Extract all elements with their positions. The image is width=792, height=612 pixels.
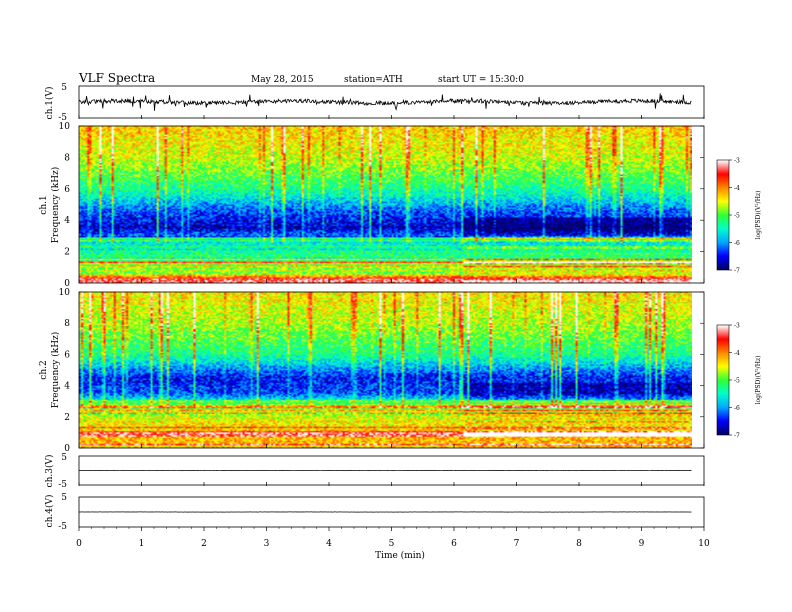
- colorbar-tick-label: -5: [734, 378, 740, 385]
- x-tick-label: 10: [698, 539, 710, 549]
- ch1-spectrogram-image: [79, 126, 692, 283]
- ch1-ytick-top: 5: [61, 83, 67, 93]
- ch2-spec-prefix: ch.2: [39, 360, 49, 379]
- x-tick-label: 0: [76, 539, 82, 549]
- x-tick-label: 5: [389, 539, 395, 549]
- ch1-frame: [78, 85, 705, 119]
- ch1-colorbar-ticks: -3 -4 -5 -6 -7: [729, 158, 740, 275]
- ch3-ylabel: ch.3(V): [44, 455, 55, 488]
- spec-ytick-label: 6: [64, 350, 70, 360]
- ch1-colorbar: [717, 160, 729, 270]
- colorbar-tick-label: -4: [734, 185, 740, 192]
- spec-ytick-label: 8: [64, 319, 70, 329]
- x-tick-label: 3: [264, 539, 270, 549]
- spec-ytick-label: 0: [64, 279, 70, 289]
- colorbar-tick-label: -7: [734, 268, 740, 275]
- x-axis-label: Time (min): [375, 550, 425, 561]
- panel-ch4: ch.4(V) 5 -5: [44, 493, 705, 532]
- x-tick-label: 9: [639, 539, 645, 549]
- colorbar-tick-label: -3: [734, 158, 740, 165]
- spec-ytick-label: 0: [64, 444, 70, 454]
- colorbar-tick-label: -6: [734, 240, 740, 247]
- colorbar-tick-label: -6: [734, 405, 740, 412]
- colorbar-tick-label: -5: [734, 213, 740, 220]
- ch3-ytick-top: 5: [61, 453, 67, 463]
- station-label: station=ATH: [344, 75, 403, 85]
- x-tick-label: 2: [201, 539, 207, 549]
- spec-ytick-label: 2: [64, 413, 70, 423]
- panel-ch3: ch.3(V) 5 -5: [44, 453, 705, 490]
- ch4-ytick-bottom: -5: [58, 522, 67, 532]
- start-time-label: start UT = 15:30:0: [438, 75, 524, 85]
- x-tick-label: 1: [139, 539, 145, 549]
- x-tick-label: 7: [514, 539, 520, 549]
- spec-ytick-label: 10: [59, 122, 71, 132]
- colorbar-tick-label: -7: [734, 433, 740, 440]
- ch1-trace: [78, 93, 692, 111]
- figure-title: VLF Spectra: [78, 71, 155, 85]
- ch2-colorbar-label: log(PSD)(V²/Hz): [755, 356, 762, 405]
- spec-ytick-label: 10: [59, 288, 71, 298]
- ch2-spec-ylabel: Frequency (kHz): [50, 332, 61, 409]
- spec-ytick-label: 4: [64, 382, 70, 392]
- x-tick-label: 6: [451, 539, 457, 549]
- ch1-spec-ylabel: Frequency (kHz): [50, 167, 61, 244]
- ch1-spec-prefix: ch.1: [39, 195, 49, 214]
- ch1-ytick-bottom: -5: [58, 113, 67, 123]
- ch2-colorbar: [717, 325, 729, 435]
- x-axis-tick-labels: 0 1 2 3 4 5 6 7 8 9 10: [76, 539, 710, 549]
- ch1-ylabel: ch.1(V): [44, 87, 55, 120]
- x-tick-label: 4: [326, 539, 332, 549]
- spec-ytick-label: 6: [64, 185, 70, 195]
- panel-ch1: ch.1(V) 5 -5: [44, 83, 705, 123]
- colorbar-tick-label: -3: [734, 323, 740, 330]
- date-label: May 28, 2015: [251, 75, 314, 85]
- ch4-ytick-top: 5: [61, 493, 67, 503]
- ch1-colorbar-label: log(PSD)(V²/Hz): [755, 191, 762, 240]
- ch3-ytick-bottom: -5: [58, 480, 67, 490]
- ch2-colorbar-ticks: -3 -4 -5 -6 -7: [729, 323, 740, 440]
- spec-ytick-label: 2: [64, 248, 70, 258]
- spec-ytick-label: 8: [64, 153, 70, 163]
- spec-ytick-label: 4: [64, 216, 70, 226]
- colorbar-tick-label: -4: [734, 350, 740, 357]
- x-tick-label: 8: [576, 539, 582, 549]
- x-axis-ticks: [78, 115, 705, 531]
- ch4-ylabel: ch.4(V): [44, 495, 55, 528]
- ch2-spectrogram-image: [79, 292, 692, 448]
